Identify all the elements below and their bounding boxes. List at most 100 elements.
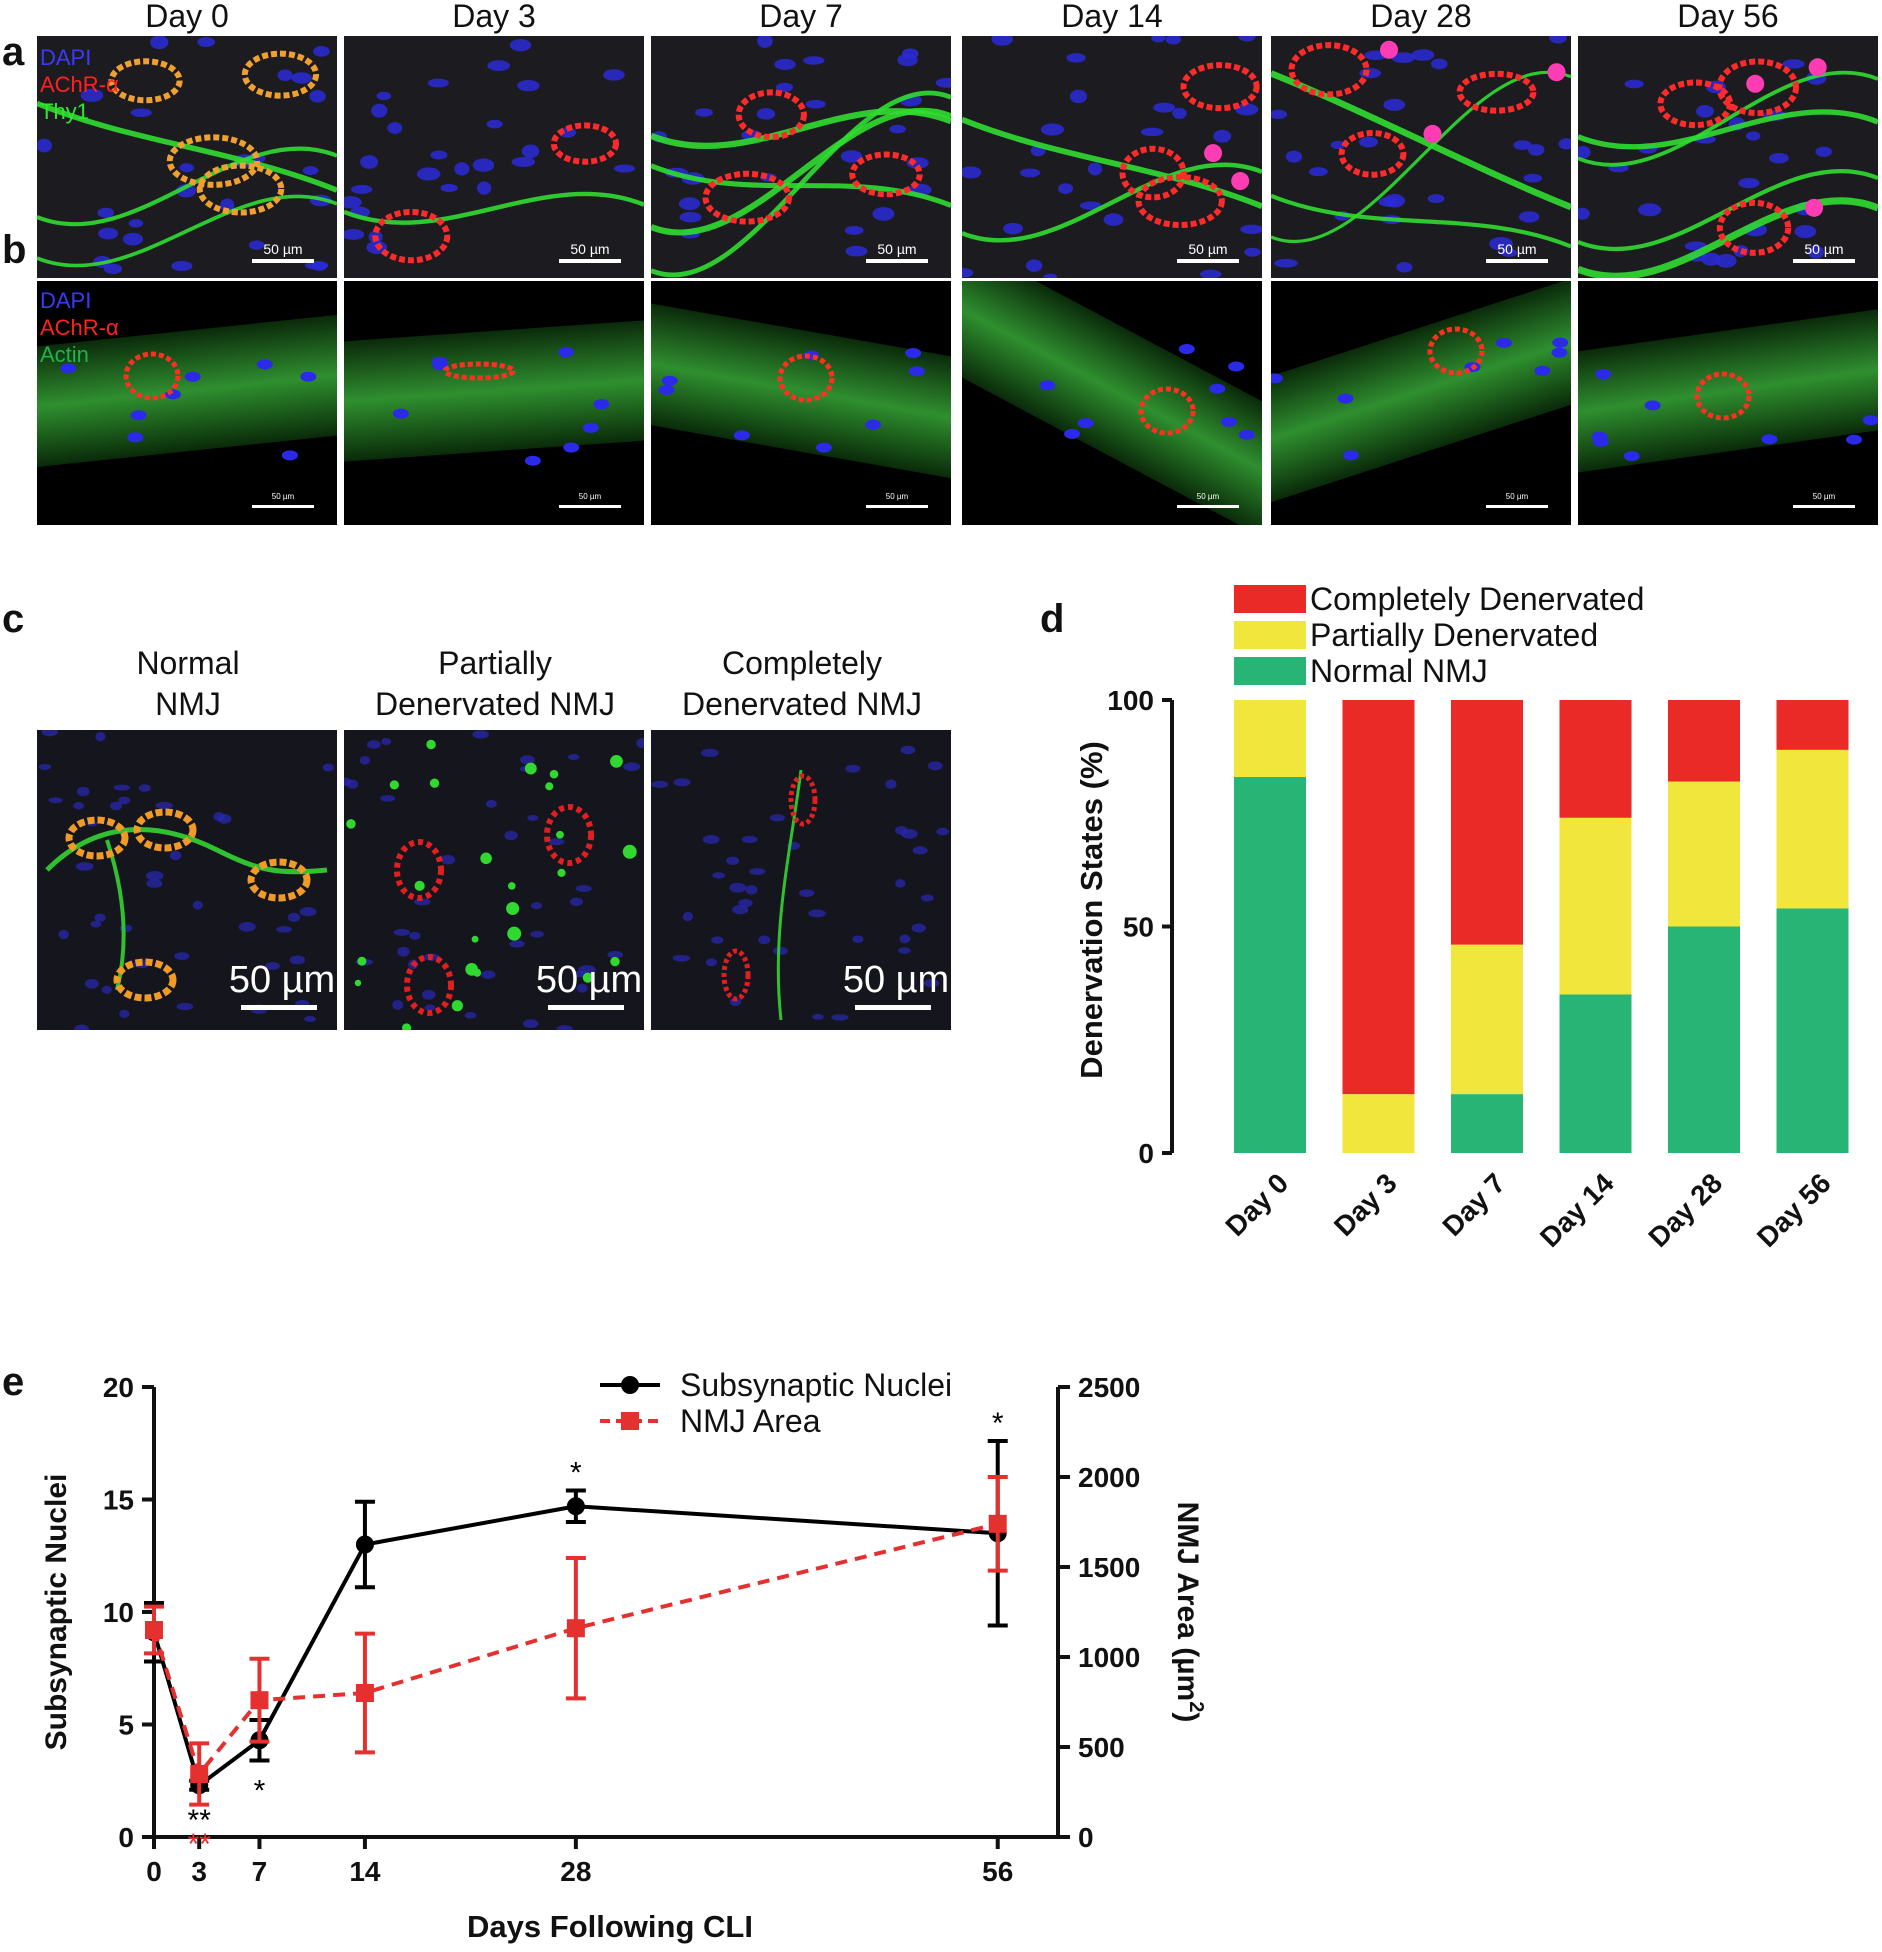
- y-tick-label: 100: [1107, 685, 1154, 716]
- scale-bar-label: 50 µm: [1506, 492, 1529, 501]
- left-tick-label: 5: [118, 1710, 134, 1741]
- bar-segment-completely-denervated: [1776, 700, 1849, 750]
- panel-label-e: e: [2, 1360, 25, 1404]
- right-tick-label: 2500: [1078, 1372, 1140, 1403]
- left-axis-label: Subsynaptic Nuclei: [40, 1474, 73, 1751]
- day-title: Day 56: [1677, 0, 1779, 34]
- dapi-label: DAPI: [40, 288, 92, 313]
- data-point: [355, 1684, 374, 1702]
- significance-annotations: *******: [188, 1407, 1004, 1861]
- left-tick-label: 0: [118, 1822, 134, 1853]
- right-tick-label: 2000: [1078, 1462, 1140, 1493]
- right-tick-label: 1500: [1078, 1552, 1140, 1583]
- series-group: [144, 1439, 1008, 1807]
- partially-denervated-micrograph: 50 µm: [344, 730, 644, 1030]
- bar-segment-normal-nmj: [1234, 777, 1306, 1153]
- day-title: Day 7: [759, 0, 843, 34]
- panel-c-header-complete: Completely Denervated NMJ: [681, 645, 923, 722]
- completely-denervated-micrograph: 50 µm: [651, 730, 951, 1030]
- legend-label: Normal NMJ: [1310, 653, 1488, 689]
- y-axis-label: Denervation States (%): [1074, 741, 1109, 1079]
- x-tick-label: 0: [146, 1856, 162, 1887]
- left-tick-label: 10: [103, 1597, 134, 1628]
- bar-segment-completely-denervated: [1668, 700, 1740, 782]
- legend-label: Completely Denervated: [1310, 581, 1644, 617]
- x-tick-label: Day 28: [1642, 1167, 1728, 1253]
- significance-marker: *: [254, 1775, 266, 1808]
- bar-segment-partially-denervated: [1559, 817, 1632, 995]
- bar-group: [1234, 700, 1849, 1153]
- left-tick-label: 20: [103, 1372, 134, 1403]
- achr-label: AChR-α: [40, 72, 119, 97]
- y-tick-label: 0: [1138, 1138, 1154, 1169]
- confocal-micrograph: 50 µm: [344, 36, 644, 278]
- data-point: [355, 1535, 374, 1554]
- x-axis-label: Days Following CLI: [467, 1909, 753, 1944]
- series-line-subsynaptic-nuclei: [152, 1504, 998, 1789]
- bar-segment-partially-denervated: [1342, 1094, 1415, 1153]
- widefield-micrograph: 50 µm: [651, 281, 951, 525]
- significance-marker: **: [188, 1828, 212, 1861]
- x-tick-label: Day 7: [1436, 1167, 1511, 1242]
- widefield-micrograph: 50 µm: [1271, 281, 1571, 525]
- panel-label-c: c: [2, 597, 25, 641]
- data-point: [250, 1691, 269, 1710]
- day-title: Day 0: [145, 0, 229, 34]
- scale-bar-label: 50 µm: [570, 241, 609, 257]
- confocal-micrograph: 50 µm: [1578, 36, 1878, 278]
- scale-bar-label: 50 µm: [1188, 241, 1227, 257]
- x-tick-label: 14: [349, 1856, 381, 1887]
- confocal-micrograph: 50 µm: [1271, 36, 1571, 278]
- right-tick-label: 500: [1078, 1732, 1125, 1763]
- panel-label-d: d: [1040, 597, 1065, 641]
- bar-segment-partially-denervated: [1234, 700, 1306, 778]
- y-axis: 0 50 100: [1107, 685, 1174, 1169]
- right-tick-label: 1000: [1078, 1642, 1140, 1673]
- right-axis-label: NMJ Area (µm2): [1171, 1502, 1207, 1723]
- significance-marker: *: [570, 1457, 582, 1490]
- widefield-micrograph: 50 µm: [1578, 281, 1878, 525]
- left-tick-label: 15: [103, 1485, 134, 1516]
- right-tick-label: 0: [1078, 1822, 1094, 1853]
- bar-segment-partially-denervated: [1668, 781, 1740, 927]
- significance-marker: **: [188, 1804, 212, 1837]
- day-title: Day 28: [1370, 0, 1472, 34]
- data-point: [145, 1621, 163, 1639]
- x-tick-label: 3: [191, 1856, 207, 1887]
- scale-bar-label: 50 µm: [1804, 241, 1843, 257]
- x-tick-label: Day 3: [1328, 1167, 1403, 1242]
- bar-segment-partially-denervated: [1776, 749, 1849, 909]
- legend-swatch: [1234, 585, 1306, 613]
- dapi-label: DAPI: [40, 45, 92, 70]
- scale-bar-label: 50 µm: [1197, 492, 1220, 501]
- scale-bar-label: 50 µm: [886, 492, 909, 501]
- panel-c-header-partial: Partially Denervated NMJ: [374, 645, 616, 722]
- bar-segment-completely-denervated: [1342, 700, 1415, 1095]
- scale-bar-label: 50 µm: [1497, 241, 1536, 257]
- actin-label: Actin: [40, 342, 89, 367]
- panel-label-b: b: [2, 228, 27, 272]
- bar-segment-normal-nmj: [1451, 1094, 1523, 1153]
- scale-bar-label: 50 µm: [579, 492, 602, 501]
- legend-label: Subsynaptic Nuclei: [680, 1367, 952, 1403]
- scale-bar-label: 50 µm: [229, 959, 335, 1001]
- legend-marker: [621, 1376, 639, 1394]
- bar-segment-completely-denervated: [1451, 700, 1523, 945]
- widefield-micrograph: 50 µm: [962, 281, 1262, 525]
- data-point: [566, 1619, 585, 1638]
- confocal-micrograph: 50 µm: [962, 36, 1262, 278]
- legend-swatch: [1234, 621, 1306, 649]
- bar-segment-completely-denervated: [1559, 700, 1632, 818]
- day-title: Day 3: [452, 0, 536, 34]
- confocal-micrograph: 50 µm: [651, 36, 951, 278]
- widefield-micrograph: 50 µm: [344, 281, 644, 525]
- x-tick-label: Day 56: [1751, 1167, 1837, 1253]
- scale-bar-label: 50 µm: [843, 959, 949, 1001]
- scale-bar-label: 50 µm: [877, 241, 916, 257]
- x-tick-label: Day 0: [1219, 1167, 1294, 1242]
- data-point: [190, 1765, 209, 1783]
